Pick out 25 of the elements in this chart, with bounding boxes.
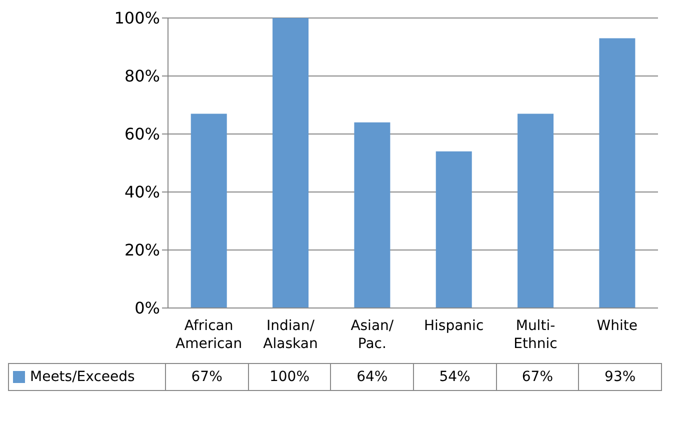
bar [599,38,636,308]
data-label: 67% [496,364,579,390]
y-tick-label: 40% [124,182,160,202]
bar [354,122,390,308]
data-label: 54% [413,364,496,390]
x-tick-label: Multi-Ethnic [514,318,558,352]
data-label: 93% [578,364,662,390]
y-tick-label: 80% [124,66,160,86]
data-label: 67% [166,364,248,390]
data-label: 64% [330,364,414,390]
bar [518,114,554,308]
y-tick-label: 20% [124,240,160,260]
x-tick-label: Asian/Pac. [350,318,394,352]
y-tick-label: 100% [114,8,160,28]
x-tick-label: Indian/Alaskan [263,318,318,352]
x-tick-label: African American [176,318,242,352]
x-tick-label: Hispanic [424,318,484,334]
bar [272,18,309,308]
legend-label: Meets/Exceeds [29,369,135,385]
y-tick-label: 0% [134,298,160,318]
bar [436,151,472,308]
y-tick-label: 60% [124,124,160,144]
data-label: 100% [248,364,331,390]
bar [190,114,227,308]
x-tick-label: White [596,318,638,334]
